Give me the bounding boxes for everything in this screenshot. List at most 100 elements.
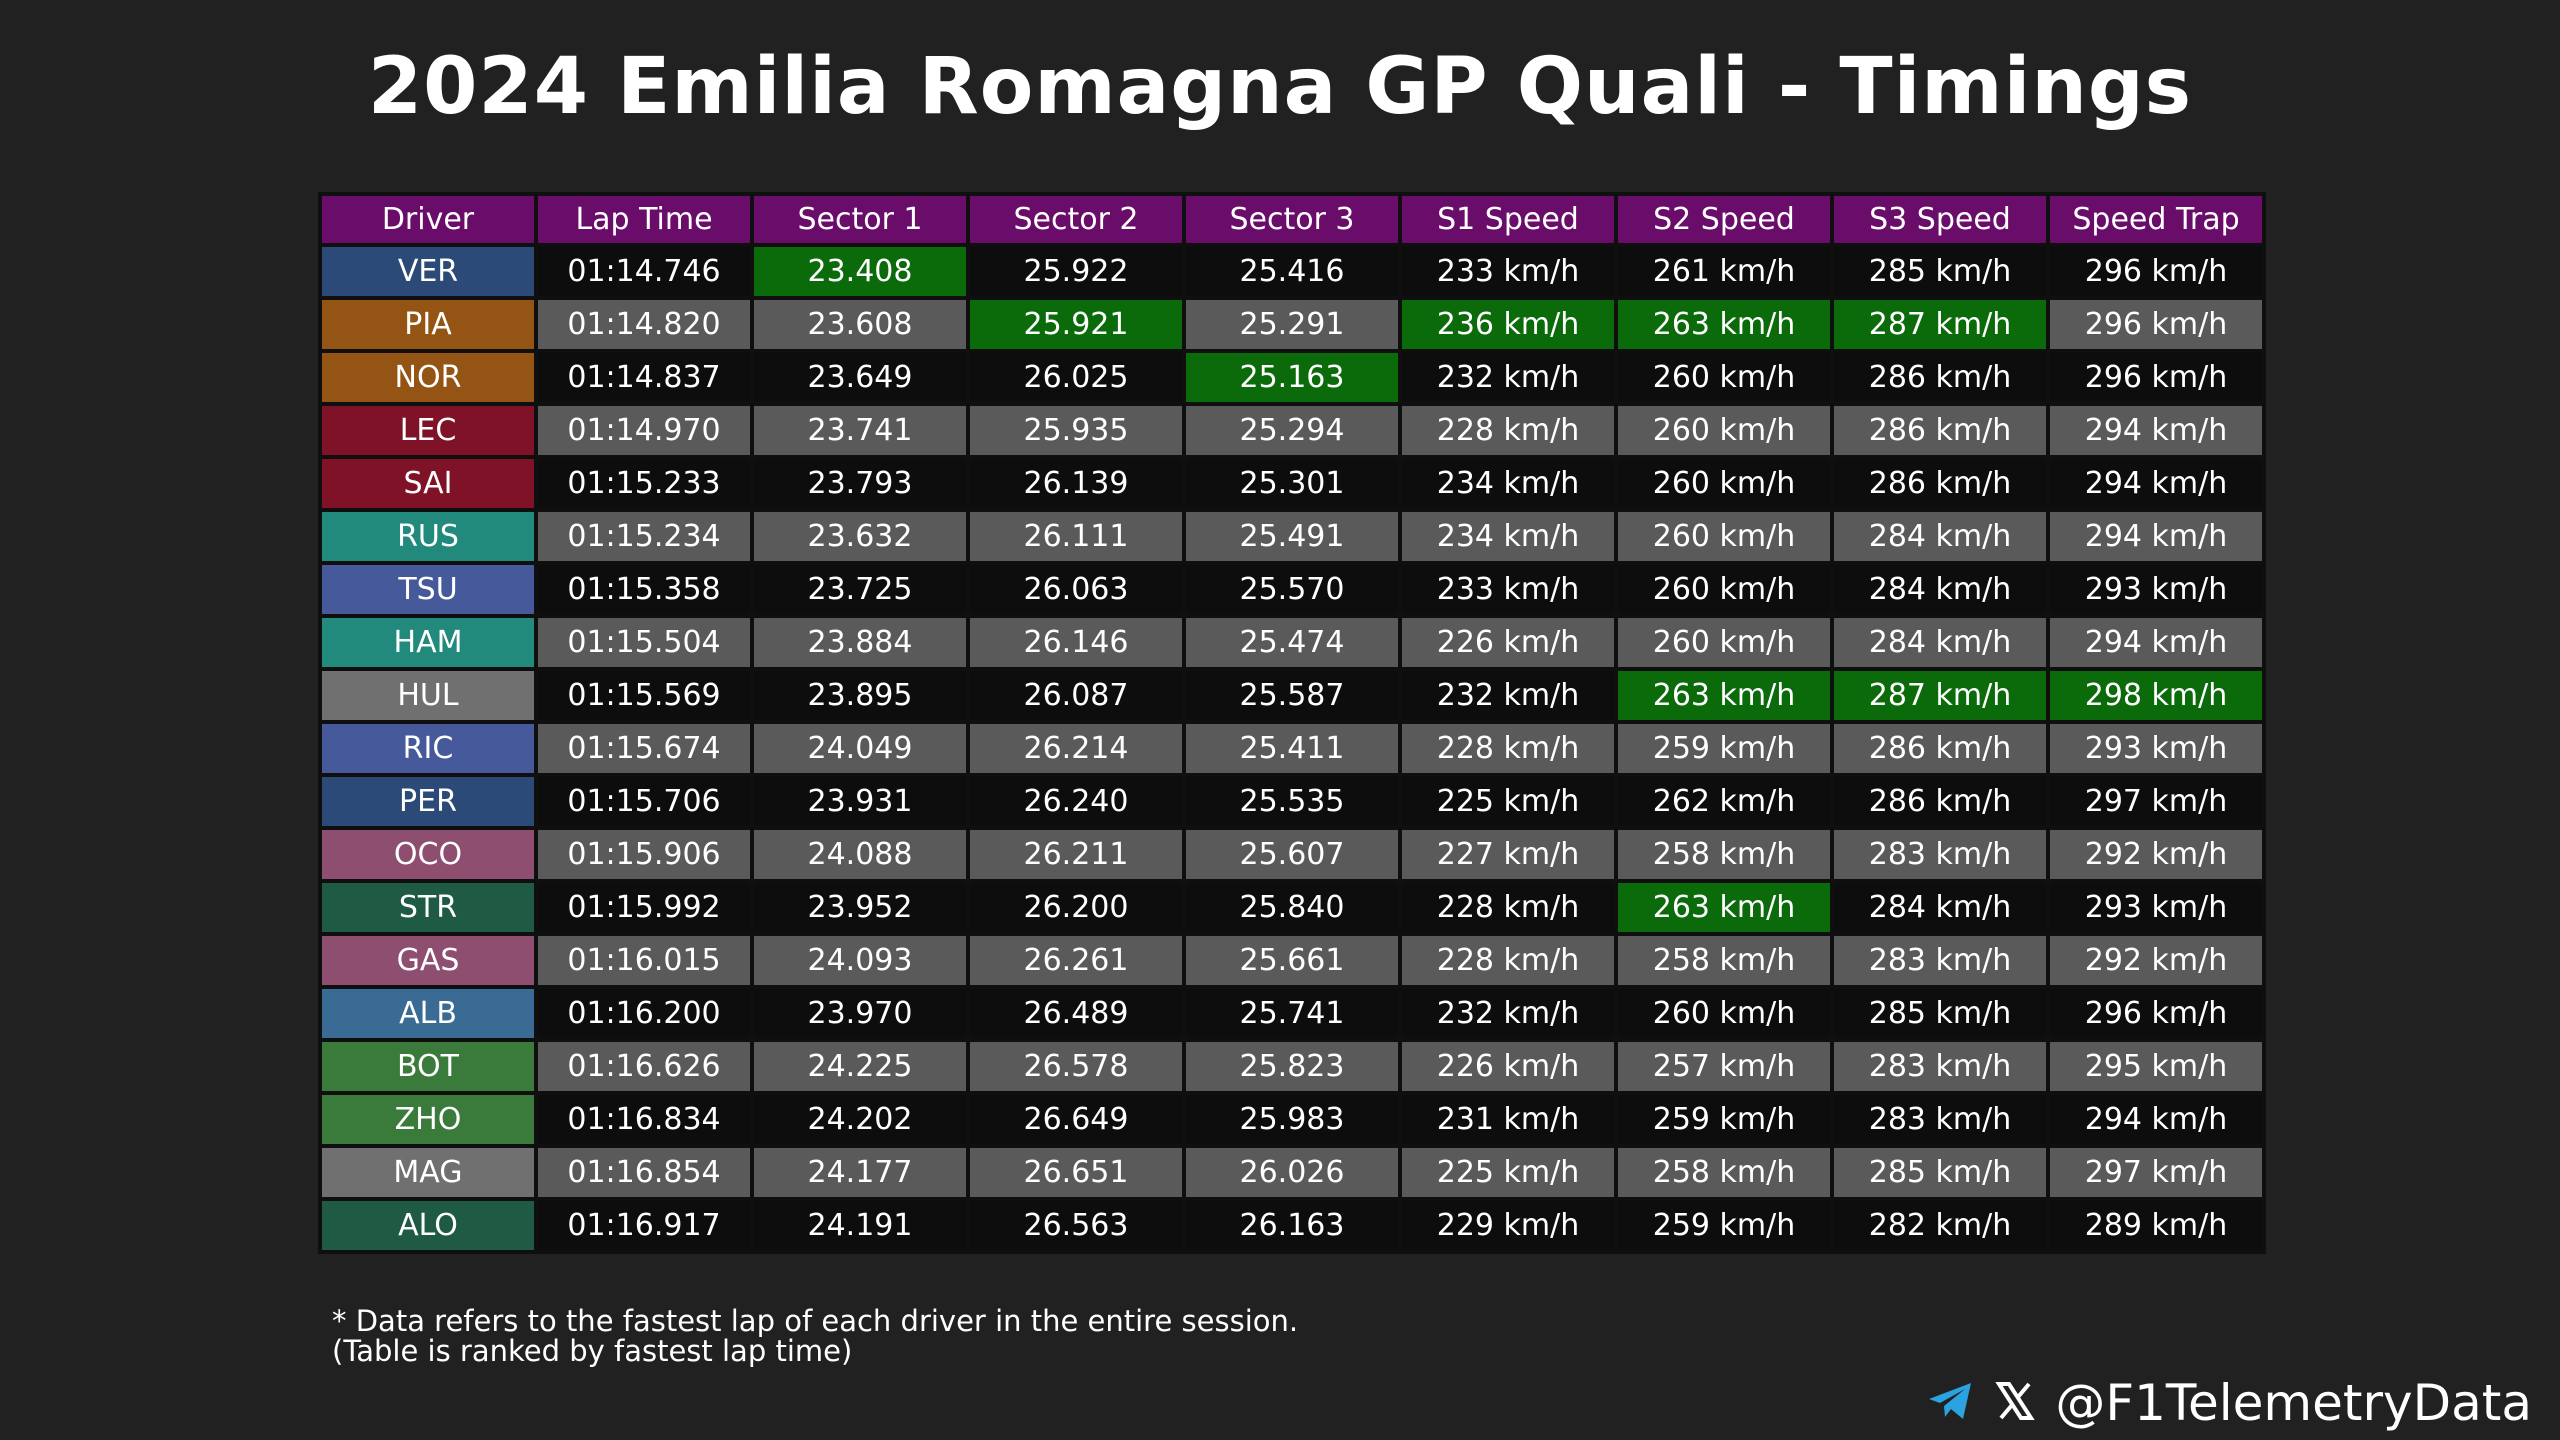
table-cell: 26.214 [966,720,1186,777]
table-cell: 01:16.626 [534,1038,754,1095]
table-cell: 26.240 [966,773,1186,830]
table-cell: 01:15.358 [534,561,754,618]
table-row: ALB 01:16.200 23.970 26.489 25.741 232 km/h 26… [318,985,2266,1042]
table-cell: 234 km/h [1398,508,1618,565]
driver-cell: NOR [318,349,538,406]
table-row: ALO 01:16.917 24.191 26.563 26.163 229 km/h 25… [318,1197,2266,1254]
table-cell: 24.088 [750,826,970,883]
table-cell: 25.474 [1182,614,1402,671]
driver-cell: RIC [318,720,538,777]
table-cell: 259 km/h [1614,1197,1834,1254]
table-cell: 26.261 [966,932,1186,989]
table-cell: 287 km/h [1830,296,2050,353]
table-cell: 285 km/h [1830,243,2050,300]
table-cell: 25.983 [1182,1091,1402,1148]
column-header: Sector 3 [1182,192,1402,247]
table-cell: 01:16.200 [534,985,754,1042]
table-cell: 258 km/h [1614,932,1834,989]
footnote-line-1: * Data refers to the fastest lap of each… [332,1304,1299,1338]
driver-cell: ZHO [318,1091,538,1148]
table-row: SAI 01:15.233 23.793 26.139 25.301 234 km/h 26… [318,455,2266,512]
table-cell: 294 km/h [2046,1091,2266,1148]
x-logo-icon[interactable] [1995,1381,2036,1425]
table-cell: 01:15.569 [534,667,754,724]
table-cell: 260 km/h [1614,349,1834,406]
table-cell: 236 km/h [1398,296,1618,353]
table-cell: 23.952 [750,879,970,936]
table-cell: 25.291 [1182,296,1402,353]
table-cell: 01:16.917 [534,1197,754,1254]
table-cell: 228 km/h [1398,720,1618,777]
telegram-icon[interactable] [1927,1381,1975,1425]
table-cell: 24.202 [750,1091,970,1148]
table-cell: 01:14.970 [534,402,754,459]
table-cell: 283 km/h [1830,932,2050,989]
table-cell: 287 km/h [1830,667,2050,724]
table-body: VER 01:14.746 23.408 25.922 25.416 233 km/h 26… [318,243,2266,1254]
table-cell: 26.578 [966,1038,1186,1095]
table-cell: 26.025 [966,349,1186,406]
table-cell: 26.489 [966,985,1186,1042]
table-cell: 01:15.233 [534,455,754,512]
table-cell: 263 km/h [1614,296,1834,353]
table-cell: 284 km/h [1830,614,2050,671]
table-cell: 283 km/h [1830,1038,2050,1095]
table-cell: 23.608 [750,296,970,353]
table-cell: 25.301 [1182,455,1402,512]
table-cell: 260 km/h [1614,614,1834,671]
table-cell: 260 km/h [1614,402,1834,459]
table-cell: 24.225 [750,1038,970,1095]
table-cell: 263 km/h [1614,667,1834,724]
table-cell: 294 km/h [2046,614,2266,671]
social-handle: @F1TelemetryData [1927,1374,2532,1432]
table-cell: 284 km/h [1830,508,2050,565]
handle-text[interactable]: @F1TelemetryData [2055,1374,2532,1432]
table-cell: 284 km/h [1830,561,2050,618]
table-cell: 226 km/h [1398,1038,1618,1095]
table-cell: 24.191 [750,1197,970,1254]
table-cell: 282 km/h [1830,1197,2050,1254]
table-cell: 231 km/h [1398,1091,1618,1148]
table-cell: 25.411 [1182,720,1402,777]
table-cell: 260 km/h [1614,455,1834,512]
table-cell: 298 km/h [2046,667,2266,724]
driver-cell: GAS [318,932,538,989]
table-cell: 25.491 [1182,508,1402,565]
table-cell: 25.416 [1182,243,1402,300]
table-row: HUL 01:15.569 23.895 26.087 25.587 232 km/h 26… [318,667,2266,724]
table-row: GAS 01:16.015 24.093 26.261 25.661 228 km/h 25… [318,932,2266,989]
column-header: Lap Time [534,192,754,247]
table-cell: 26.163 [1182,1197,1402,1254]
table-cell: 285 km/h [1830,1144,2050,1201]
table-cell: 01:16.834 [534,1091,754,1148]
column-header: S2 Speed [1614,192,1834,247]
table-cell: 234 km/h [1398,455,1618,512]
table-cell: 25.570 [1182,561,1402,618]
table-cell: 26.146 [966,614,1186,671]
driver-cell: PIA [318,296,538,353]
table-cell: 01:15.706 [534,773,754,830]
driver-cell: ALB [318,985,538,1042]
table-cell: 259 km/h [1614,720,1834,777]
table-cell: 01:14.837 [534,349,754,406]
table-cell: 260 km/h [1614,985,1834,1042]
table-cell: 26.200 [966,879,1186,936]
table-cell: 23.741 [750,402,970,459]
column-header: Sector 1 [750,192,970,247]
table-cell: 25.741 [1182,985,1402,1042]
table-cell: 233 km/h [1398,561,1618,618]
table-cell: 228 km/h [1398,879,1618,936]
table-row: RIC 01:15.674 24.049 26.214 25.411 228 km/h 25… [318,720,2266,777]
table-cell: 23.970 [750,985,970,1042]
table-cell: 25.935 [966,402,1186,459]
column-header: S3 Speed [1830,192,2050,247]
table-cell: 225 km/h [1398,773,1618,830]
table-cell: 01:16.854 [534,1144,754,1201]
table-cell: 259 km/h [1614,1091,1834,1148]
table-cell: 26.649 [966,1091,1186,1148]
table-cell: 23.884 [750,614,970,671]
table-cell: 293 km/h [2046,879,2266,936]
table-cell: 296 km/h [2046,349,2266,406]
driver-cell: RUS [318,508,538,565]
table-cell: 23.931 [750,773,970,830]
